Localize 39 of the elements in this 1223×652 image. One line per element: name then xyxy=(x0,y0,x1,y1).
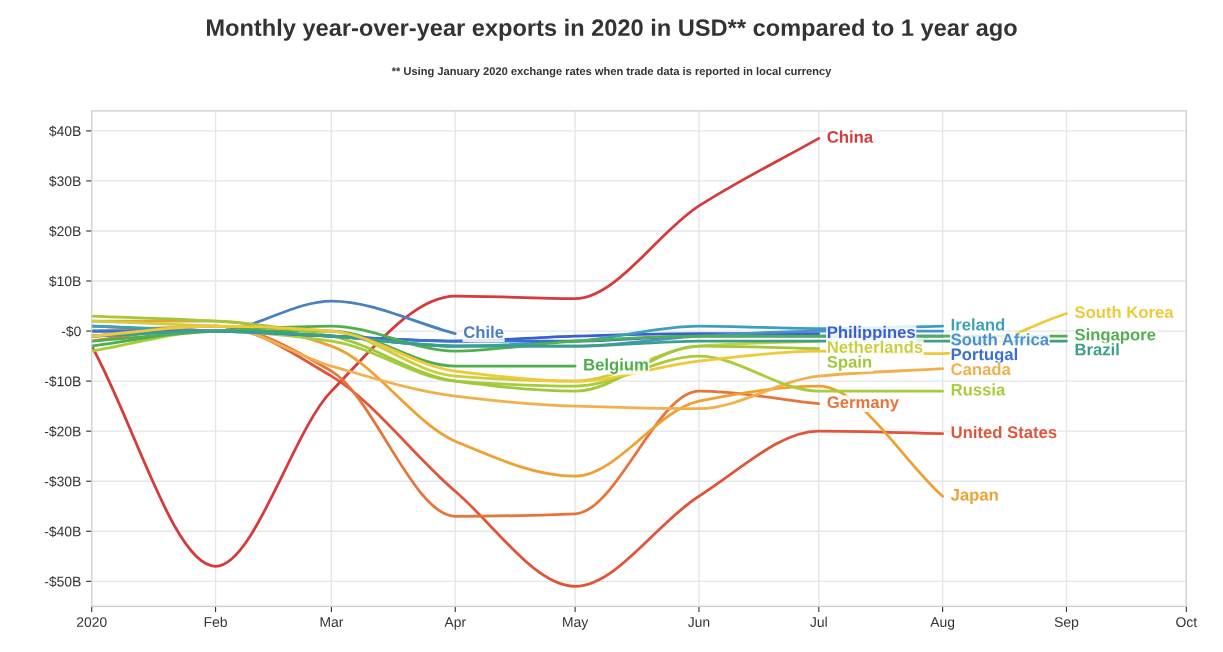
y-tick-label: -$30B xyxy=(44,475,81,488)
series-label: Russia xyxy=(951,383,1006,396)
series-label: Belgium xyxy=(584,358,648,374)
series-label: Chile xyxy=(463,325,504,339)
x-tick-label: Feb xyxy=(204,616,227,627)
series-label: Brazil xyxy=(1075,343,1119,356)
x-tick-label: Jul xyxy=(810,616,827,627)
y-tick-label: -$40B xyxy=(44,526,81,538)
series-label: Philippines xyxy=(827,325,915,342)
chart-subtitle: ** Using January 2020 exchange rates when trade data is reported in local currency xyxy=(391,66,832,78)
y-tick-label: -$50B xyxy=(44,576,81,588)
series-label: Spain xyxy=(827,355,872,372)
series-label: South Korea xyxy=(1074,305,1174,319)
y-tick-label: $30B xyxy=(49,175,81,187)
chart-title: Monthly year-over-year exports in 2020 in USD** compared to 1 year ago xyxy=(206,18,1017,41)
y-tick-label: $10B xyxy=(49,275,81,288)
x-tick-label: Mar xyxy=(320,617,344,627)
x-tick-label: Sep xyxy=(1054,617,1079,630)
x-tick-label: Oct xyxy=(1176,617,1198,627)
series-label: Netherlands xyxy=(827,340,923,353)
series-label: Ireland xyxy=(951,318,1005,331)
x-tick-label: May xyxy=(563,617,589,630)
series-label: South Africa xyxy=(951,333,1050,346)
y-tick-label: -$0 xyxy=(61,325,81,338)
x-tick-label: Aug xyxy=(930,617,955,630)
series-label: Singapore xyxy=(1074,328,1156,344)
series-label: Germany xyxy=(827,396,899,412)
series-label: Portugal xyxy=(951,347,1018,364)
series-label: Japan xyxy=(950,489,998,505)
y-tick-label: $40B xyxy=(49,125,81,137)
y-tick-label: -$10B xyxy=(44,375,81,388)
series-label: Canada xyxy=(951,362,1011,376)
x-tick-label: 2020 xyxy=(76,617,107,627)
x-tick-label: Apr xyxy=(444,617,466,630)
x-tick-label: Jun xyxy=(687,617,710,627)
y-tick-label: -$20B xyxy=(44,425,81,438)
series-label: China xyxy=(827,130,874,143)
y-tick-label: $20B xyxy=(49,225,81,237)
series-label: United States xyxy=(951,425,1057,439)
